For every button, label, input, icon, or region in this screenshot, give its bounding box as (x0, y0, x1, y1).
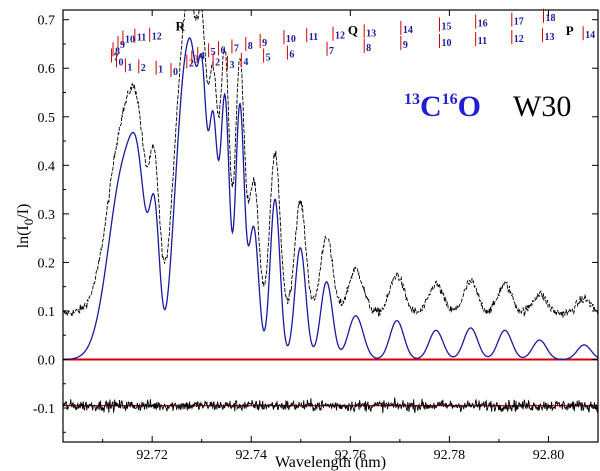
line-num-R-12: 12 (152, 32, 162, 43)
line-num-Q-4: 4 (243, 57, 248, 68)
line-num-Q-7: 7 (329, 46, 334, 57)
line-num-R-1: 1 (127, 62, 132, 73)
branch-label-P: P (566, 23, 574, 38)
line-num-R-9: 9 (120, 40, 125, 51)
line-num-R-10: 10 (286, 34, 296, 45)
series-group (62, 9, 599, 414)
y-axis-title-pre: ln(I (15, 225, 32, 248)
line-num-Q-13: 13 (366, 28, 376, 39)
y-tick-label: 0.3 (38, 208, 56, 223)
line-num-R-8: 8 (115, 46, 120, 57)
series-experiment (62, 9, 599, 318)
y-axis-title: ln(I0/I) (15, 204, 36, 249)
line-num-P-13: 13 (545, 32, 555, 43)
y-tick-label: 0.7 (38, 14, 56, 29)
line-num-R-0: 0 (173, 67, 178, 78)
line-num-R-4: 4 (200, 51, 205, 62)
x-tick-label: 92.76 (335, 448, 367, 463)
line-num-R-3: 3 (194, 55, 199, 66)
y-axis-title-sub: 0 (21, 219, 36, 226)
y-tick-label: 0.1 (38, 305, 56, 320)
x-tick-label: 92.80 (533, 448, 565, 463)
line-num-Q-3: 3 (229, 60, 234, 71)
band-label: W30 (513, 90, 571, 123)
line-num-Q-5: 5 (266, 53, 271, 64)
line-markers: 8910111270121023456789101112R13141516171… (111, 8, 595, 78)
line-num-Q-14: 14 (403, 25, 413, 36)
x-tick-label: 92.72 (136, 448, 168, 463)
y-tick-label: 0.0 (38, 353, 56, 368)
line-num-Q-11: 11 (478, 36, 487, 47)
line-num-R-5: 5 (211, 47, 216, 58)
line-num-R-0: 0 (119, 57, 124, 68)
molecule-part-1: C (420, 90, 442, 123)
y-tick-label: 0.4 (38, 159, 56, 174)
molecule-part-3: O (458, 90, 481, 123)
line-num-R-12: 12 (335, 31, 345, 42)
line-num-R-2: 2 (141, 63, 146, 74)
x-axis-title: Wavelength (nm) (275, 454, 386, 471)
molecule-part-2: 16 (442, 91, 458, 108)
line-num-P-14: 14 (585, 30, 595, 41)
line-num-Q-2: 2 (215, 57, 220, 68)
series-fit (62, 37, 599, 361)
line-num-R-6: 6 (221, 45, 226, 56)
y-axis-title-post: /I) (15, 204, 32, 219)
line-num-Q-8: 8 (366, 43, 371, 54)
y-tick-label: -0.1 (33, 402, 55, 417)
molecule-label: 13C16O (404, 90, 481, 123)
line-num-Q-18: 18 (546, 13, 556, 24)
reference-lines (63, 358, 598, 407)
line-num-R-11: 11 (137, 33, 146, 44)
plot-frame (62, 9, 599, 443)
line-num-R-1: 1 (158, 65, 163, 76)
y-tick-label: 0.5 (38, 111, 56, 126)
line-num-R-8: 8 (248, 41, 253, 52)
y-tick-label: 0.2 (38, 256, 56, 271)
molecule-part-0: 13 (404, 91, 420, 108)
line-num-Q-16: 16 (478, 19, 488, 30)
line-num-Q-6: 6 (289, 50, 294, 61)
line-num-Q-12: 12 (514, 34, 524, 45)
x-tick-label: 92.74 (235, 448, 267, 463)
branch-label-Q: Q (348, 22, 358, 37)
axes: -0.10.00.10.20.30.40.50.60.792.72 92.74 92… (15, 9, 599, 471)
y-tick-label: 0.6 (38, 62, 56, 77)
line-num-Q-15: 15 (441, 22, 451, 33)
series-residual (62, 397, 599, 414)
annotations: 13C16O W30 (404, 90, 571, 123)
line-num-R-7: 7 (234, 43, 239, 54)
line-num-R-10: 10 (125, 35, 135, 46)
x-tick-label: 92.78 (434, 448, 466, 463)
line-num-Q-17: 17 (514, 17, 524, 28)
branch-label-R: R (175, 18, 185, 33)
line-num-Q-10: 10 (441, 38, 451, 49)
line-num-Q-9: 9 (403, 40, 408, 51)
line-num-R-9: 9 (262, 38, 267, 49)
line-num-R-11: 11 (309, 32, 318, 43)
